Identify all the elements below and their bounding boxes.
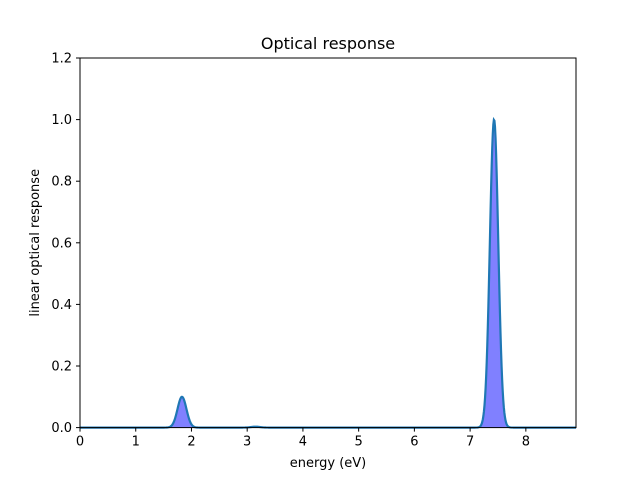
y-tick-label: 0.8 — [51, 175, 72, 190]
y-tick-label: 0.6 — [51, 236, 72, 251]
x-tick-label: 1 — [132, 435, 140, 450]
x-tick-label: 2 — [187, 435, 195, 450]
y-tick-label: 0.2 — [51, 360, 72, 375]
y-tick-label: 0.0 — [51, 421, 72, 436]
y-axis: 0.0 0.2 0.4 0.6 0.8 1.0 1.2 — [51, 52, 80, 436]
x-tick-label: 7 — [466, 435, 474, 450]
x-tick-label: 4 — [299, 435, 307, 450]
x-axis: 0 1 2 3 4 5 6 7 8 — [76, 427, 530, 450]
x-tick-label: 8 — [522, 435, 530, 450]
y-tick-label: 0.4 — [51, 298, 72, 313]
x-tick-label: 5 — [355, 435, 363, 450]
x-tick-label: 6 — [410, 435, 418, 450]
x-tick-label: 3 — [243, 435, 251, 450]
x-tick-label: 0 — [76, 435, 84, 450]
y-tick-label: 1.0 — [51, 113, 72, 128]
plot-area — [80, 116, 576, 429]
y-axis-label: linear optical response — [28, 169, 43, 317]
response-line — [80, 116, 576, 429]
y-tick-label: 1.2 — [51, 52, 72, 67]
x-axis-label: energy (eV) — [290, 456, 366, 471]
chart-title: Optical response — [261, 34, 395, 53]
